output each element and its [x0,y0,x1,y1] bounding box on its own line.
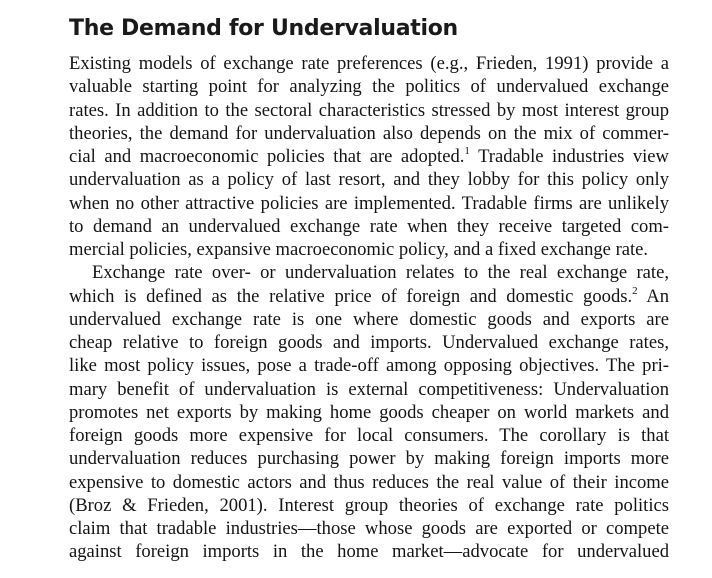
text-line: foreign goods more expensive for local c… [69,425,669,446]
footnote-marker: 2 [632,284,638,297]
paragraph-1: Existing models of exchange rate prefere… [69,52,669,261]
text-line: rates. In addition to the sectoral chara… [69,99,669,121]
paragraph-2: Exchange rate over- or undervaluation re… [69,261,669,563]
text-line: against foreign imports in the home mark… [69,541,669,563]
text-line: mercial policies, expansive macroeconomi… [69,239,649,260]
text-line: promotes net exports by making home good… [69,401,669,423]
text-line: valuable starting point for analyzing th… [69,76,669,98]
text-line: undervalued exchange rate is one where d… [69,308,669,330]
text-line: expensive to domestic actors and thus re… [69,471,669,493]
text-line: to demand an undervalued exchange rate w… [69,215,669,237]
document-page: The Demand for Undervaluation Existing m… [69,0,669,578]
text-line: which is defined as the relative price o… [69,284,669,307]
footnote-marker: 1 [464,145,470,157]
text-line: Exchange rate over- or undervaluation re… [92,262,669,284]
text-line: undervaluation reduces purchasing power … [69,448,669,470]
text-line: undervaluation as a policy of last resor… [69,169,669,191]
text-line: like most policy issues, pose a trade-of… [69,355,669,377]
text-line: theories, the demand for undervaluation … [69,122,669,144]
section-heading: The Demand for Undervaluation [69,16,458,41]
text-line: cheap relative to foreign goods and impo… [69,332,669,353]
text-line: when no other attractive policies are im… [69,192,669,214]
text-line: claim that tradable industries—those who… [69,518,669,539]
text-line: mary benefit of undervaluation is extern… [69,378,669,400]
text-line: cial and macroeconomic policies that are… [69,145,669,168]
body-text: Existing models of exchange rate prefere… [69,52,669,564]
text-line: (Broz & Frieden, 2001). Interest group t… [69,494,669,516]
text-line: Existing models of exchange rate prefere… [69,53,669,74]
